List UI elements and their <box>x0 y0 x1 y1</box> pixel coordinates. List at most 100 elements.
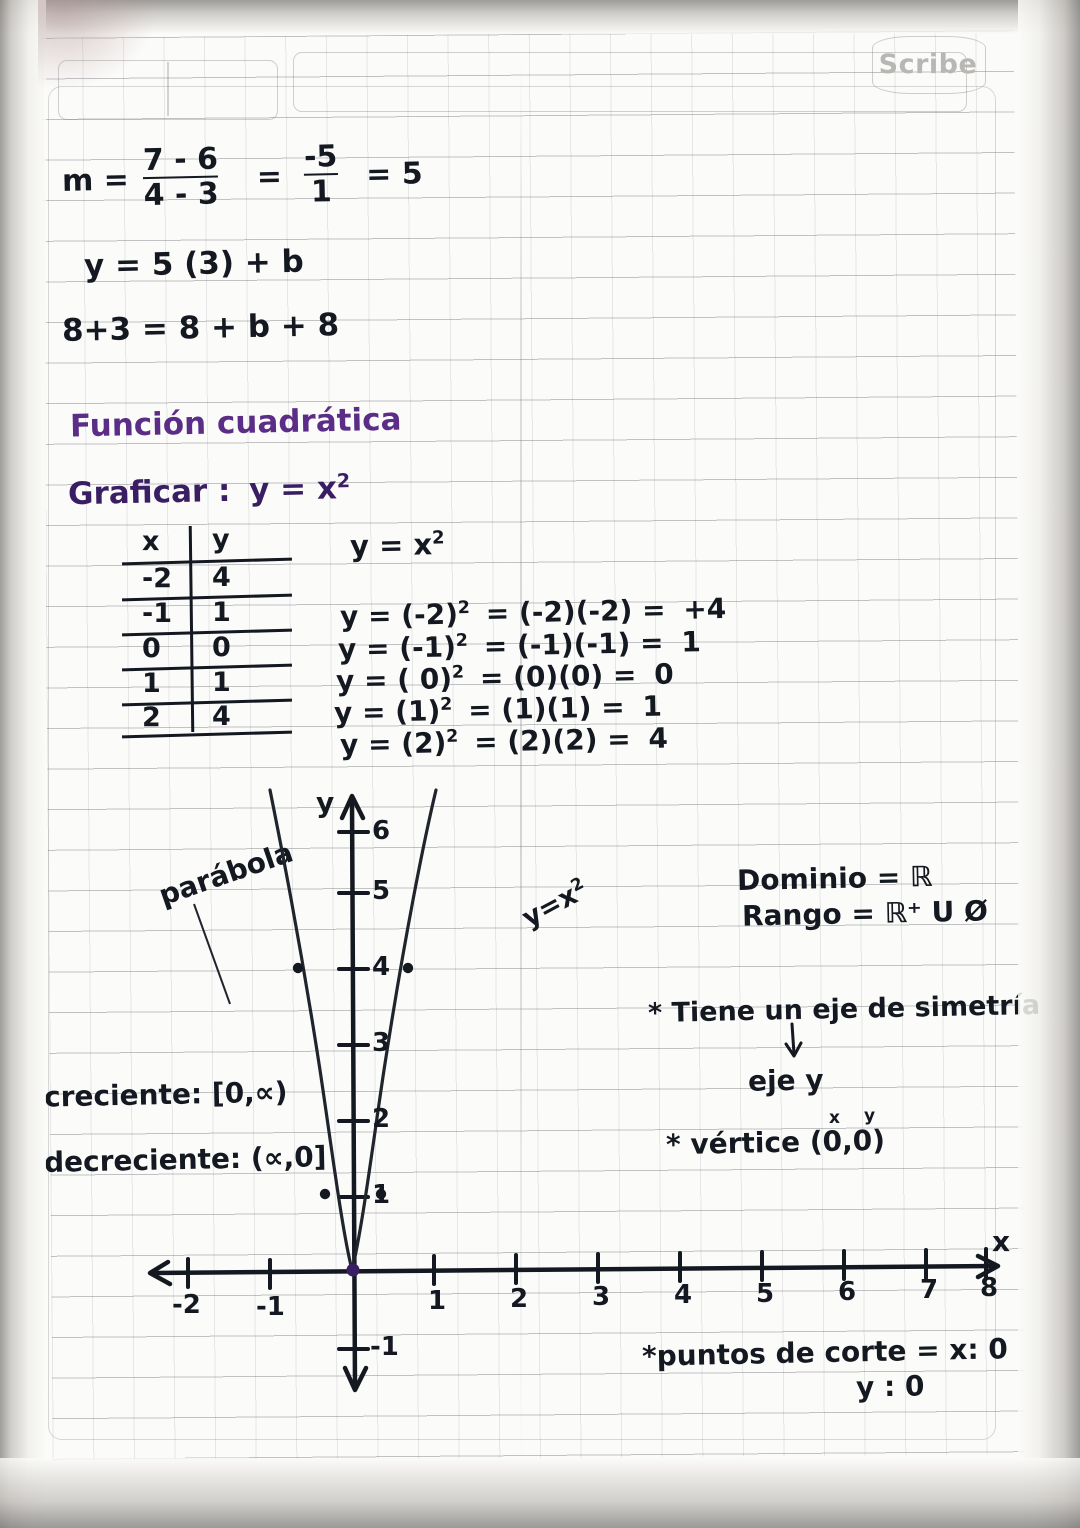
y-axis-label: y <box>316 786 335 819</box>
x-tick-label: 2 <box>510 1284 529 1314</box>
slope-result-denominator: 1 <box>304 172 339 209</box>
calc-lhs: y = ( 0) <box>335 662 453 698</box>
equals-sign: = <box>256 159 283 195</box>
calc-lhs: y = (-1) <box>337 630 457 666</box>
vertex-y-tag: y <box>864 1106 876 1126</box>
x-axis <box>149 1263 999 1276</box>
table-cell-x: -1 <box>142 598 172 629</box>
calc-expansion: = (2)(2) = <box>473 722 632 759</box>
plotted-points <box>292 962 414 1277</box>
header-box-title <box>293 52 967 112</box>
photo-edge-right <box>1018 0 1080 1528</box>
task-exponent: 2 <box>336 469 351 493</box>
table-header-y: y <box>212 524 230 555</box>
table-cell-x: 1 <box>142 668 161 699</box>
graph-svg <box>147 788 1001 1393</box>
parabola-pointer-line <box>193 903 231 1005</box>
x-axis-ticks <box>186 1247 988 1290</box>
x-tick-label: 7 <box>920 1275 939 1305</box>
calc-expansion: = (1)(1) = <box>467 690 626 727</box>
calc-expansion: = (-2)(-2) = <box>485 593 666 630</box>
parabola-graph: -2 -1 1 2 3 4 5 6 7 8 -1 1 2 3 4 5 6 y x <box>120 770 1020 1420</box>
x-tick-label: -2 <box>172 1290 201 1320</box>
calc-result: +4 <box>682 591 727 626</box>
slope-denominator: 4 - 3 <box>143 175 220 213</box>
y-tick-label: 4 <box>372 952 391 982</box>
point-1-1 <box>375 1188 387 1200</box>
vertex-x-tag: x <box>829 1108 840 1128</box>
paper-crease <box>520 60 522 1460</box>
calc-lhs: y = (1) <box>333 694 441 730</box>
point-2-4 <box>402 962 414 974</box>
x-tick-label: -1 <box>256 1292 285 1322</box>
x-tick-label: 1 <box>428 1286 447 1316</box>
point-origin <box>346 1263 360 1277</box>
table-cell-x: -2 <box>142 563 172 594</box>
slope-final-value: = 5 <box>365 156 423 193</box>
header-box-left <box>58 60 278 120</box>
value-table: x y -2 4 -1 1 0 0 1 1 2 4 <box>121 524 304 739</box>
photo-edge-left <box>0 0 46 1528</box>
table-cell-y: 1 <box>212 667 231 698</box>
photo-edge-top <box>0 0 1080 34</box>
solve-for-b: 8+3 = 8 + b + 8 <box>61 307 340 349</box>
y-axis-ticks <box>337 830 370 1351</box>
y-tick-label: -1 <box>370 1332 399 1362</box>
calc-exponent: 2 <box>445 726 459 747</box>
calc-result: 1 <box>680 625 702 659</box>
y-tick-label: 3 <box>372 1028 391 1058</box>
x-tick-label: 8 <box>980 1273 999 1303</box>
calc-exponent: 2 <box>451 662 465 683</box>
x-tick-label: 3 <box>592 1282 611 1312</box>
calc-exponent: 2 <box>457 597 471 619</box>
task-label: Graficar : <box>67 472 231 513</box>
calc-lhs: y = (-2) <box>339 597 459 634</box>
table-cell-x: 0 <box>142 633 161 664</box>
x-axis-arrow-left <box>147 1259 173 1287</box>
calculations-title: y = x2 <box>350 527 445 563</box>
calc-result: 4 <box>648 721 669 755</box>
calc-lhs: y = (2) <box>339 726 447 762</box>
slope-equation: m = 7 - 6 4 - 3 = -5 1 = 5 <box>61 139 423 215</box>
y-axis <box>349 795 358 1391</box>
point-neg2-4 <box>292 962 304 974</box>
calc-result: 1 <box>642 689 663 723</box>
brand-logo: Scribe <box>872 36 986 94</box>
task-heading: Graficar : y = x2 <box>68 469 351 512</box>
slope-fraction: 7 - 6 4 - 3 <box>142 141 220 213</box>
y-axis-arrow-up <box>339 793 366 821</box>
y-tick-label: 5 <box>372 876 391 906</box>
calc-result: 0 <box>653 657 675 691</box>
x-tick-label: 4 <box>674 1280 693 1310</box>
header-box-divider <box>167 62 169 116</box>
calculations-title-exponent: 2 <box>431 527 445 549</box>
point-neg1-1 <box>319 1188 331 1200</box>
symmetry-arrow-icon <box>784 1022 803 1058</box>
photo-corner-smudge <box>38 0 158 90</box>
calc-exponent: 2 <box>455 630 469 652</box>
table-header-x: x <box>142 526 160 557</box>
table-cell-y: 4 <box>212 701 231 732</box>
slope-result-numerator: -5 <box>303 139 338 175</box>
table-cell-y: 1 <box>212 597 231 628</box>
y-tick-label: 6 <box>372 816 391 846</box>
calculation-line: y = (2)2 = (2)(2) = 4 <box>340 722 669 762</box>
slope-result-fraction: -5 1 <box>303 139 339 209</box>
point-slope-substitution: y = 5 (3) + b <box>83 243 305 285</box>
table-cell-y: 0 <box>212 632 231 663</box>
table-cell-x: 2 <box>142 702 161 733</box>
y-tick-label: 2 <box>372 1104 391 1134</box>
table-cell-y: 4 <box>212 562 231 593</box>
page-border <box>48 86 996 1440</box>
calculations-title-text: y = x <box>349 527 433 563</box>
calc-expansion: = (0)(0) = <box>479 658 637 695</box>
topic-heading: Función cuadrática <box>69 401 402 445</box>
x-axis-label: x <box>992 1225 1011 1258</box>
slope-label: m = <box>61 162 130 199</box>
photo-edge-bottom <box>0 1458 1080 1528</box>
y-tick-label: 1 <box>372 1180 391 1210</box>
slope-numerator: 7 - 6 <box>142 141 219 179</box>
task-equation: y = x <box>248 470 338 509</box>
calc-exponent: 2 <box>439 694 453 715</box>
